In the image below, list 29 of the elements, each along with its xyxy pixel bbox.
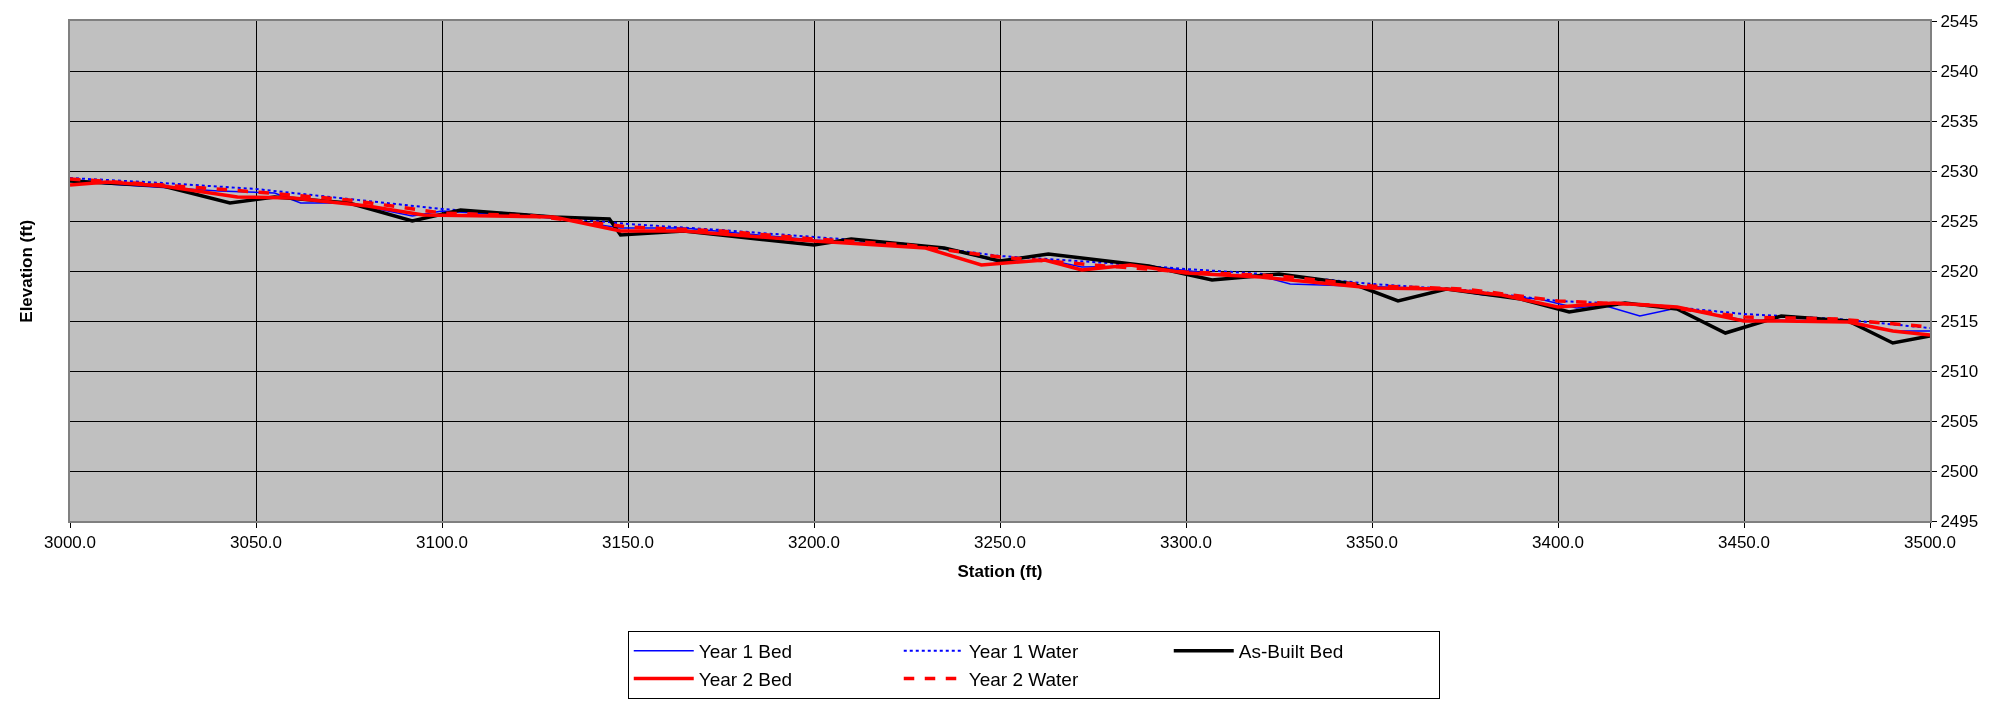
- y-tick-label: 2500: [1940, 461, 1979, 481]
- y-tick-label: 2525: [1940, 211, 1979, 231]
- y-axis-title: Elevation (ft): [16, 219, 36, 323]
- y-tick-label: 2545: [1940, 11, 1979, 31]
- y-tick-label: 2495: [1940, 511, 1979, 531]
- x-tick-label: 3300.0: [1160, 533, 1212, 553]
- x-axis-title: Station (ft): [957, 562, 1043, 582]
- x-tick-label: 3150.0: [602, 533, 654, 553]
- y-tick-label: 2535: [1940, 111, 1979, 131]
- x-tick-label: 3350.0: [1346, 533, 1398, 553]
- legend-label: Year 1 Bed: [698, 641, 793, 663]
- y-tick-label: 2520: [1940, 261, 1979, 281]
- y-tick-label: 2515: [1940, 311, 1979, 331]
- y-tick-label: 2505: [1940, 411, 1979, 431]
- x-tick-label: 3250.0: [974, 533, 1026, 553]
- x-tick-label: 3100.0: [416, 533, 468, 553]
- y-tick-label: 2530: [1940, 161, 1979, 181]
- x-tick-label: 3050.0: [230, 533, 282, 553]
- y-tick-label: 2510: [1940, 361, 1979, 381]
- legend-label: As-Built Bed: [1238, 641, 1344, 663]
- x-tick-label: 3450.0: [1718, 533, 1770, 553]
- legend-label: Year 2 Water: [968, 668, 1079, 690]
- legend-label: Year 1 Water: [968, 641, 1079, 663]
- y-tick-label: 2540: [1940, 61, 1979, 81]
- x-tick-label: 3200.0: [788, 533, 840, 553]
- x-tick-label: 3000.0: [44, 533, 96, 553]
- x-tick-label: 3400.0: [1532, 533, 1584, 553]
- legend-label: Year 2 Bed: [698, 668, 793, 690]
- x-tick-label: 3500.0: [1904, 533, 1956, 553]
